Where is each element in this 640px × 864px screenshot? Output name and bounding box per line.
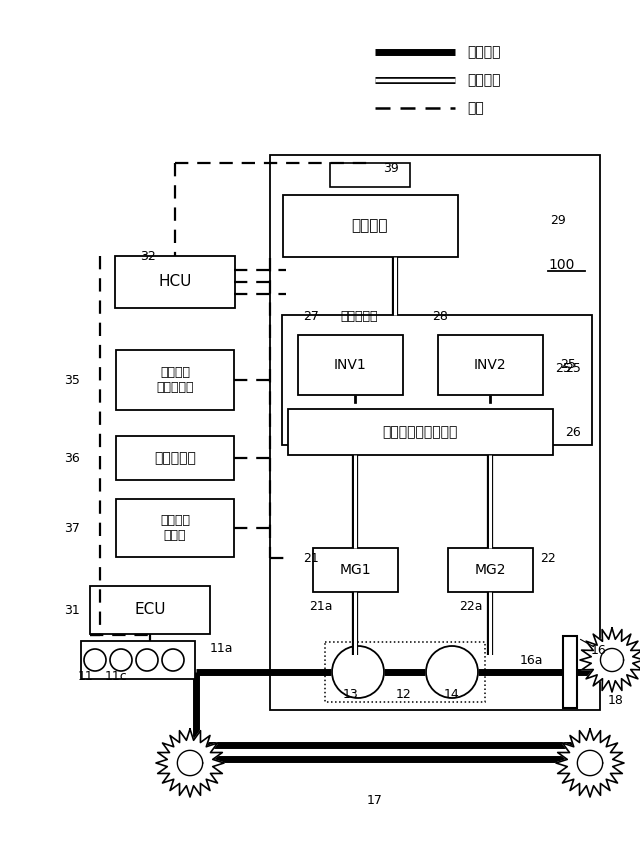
Polygon shape: [156, 729, 224, 797]
Text: 27: 27: [303, 309, 319, 322]
Text: 動力伝達: 動力伝達: [467, 45, 500, 59]
Text: 14: 14: [444, 689, 460, 702]
Bar: [282, 195, 458, 257]
Text: INV1: INV1: [333, 358, 366, 372]
Text: 26: 26: [565, 425, 580, 439]
Text: 11a: 11a: [210, 641, 234, 655]
Text: 回転速度
センサ: 回転速度 センサ: [160, 514, 190, 542]
Text: 18: 18: [608, 694, 624, 707]
Bar: [90, 586, 210, 634]
Text: 32: 32: [140, 251, 156, 264]
Text: 21a: 21a: [309, 600, 333, 613]
Text: INV2: INV2: [474, 358, 506, 372]
Text: 12: 12: [396, 689, 412, 702]
Polygon shape: [556, 729, 624, 797]
Text: 29: 29: [550, 213, 566, 226]
Text: 22a: 22a: [459, 600, 483, 613]
Bar: [270, 155, 600, 709]
Text: 25: 25: [560, 359, 576, 372]
Bar: [115, 256, 235, 308]
Bar: [325, 642, 485, 702]
Bar: [563, 636, 577, 708]
Circle shape: [426, 646, 478, 698]
Text: 11c: 11c: [105, 670, 128, 683]
Text: 通信: 通信: [467, 101, 484, 115]
Text: 16a: 16a: [520, 653, 543, 666]
Bar: [447, 548, 532, 592]
Text: 13: 13: [343, 689, 359, 702]
Text: 車速センサ: 車速センサ: [154, 451, 196, 465]
Bar: [312, 548, 397, 592]
Text: 17: 17: [367, 793, 383, 806]
Text: モータコントローラ: モータコントローラ: [382, 425, 458, 439]
Bar: [81, 641, 195, 679]
Bar: [330, 163, 410, 187]
Bar: [282, 315, 592, 445]
Text: HCU: HCU: [158, 275, 192, 289]
Text: MG1: MG1: [339, 563, 371, 577]
Text: 35: 35: [64, 373, 80, 386]
Bar: [116, 499, 234, 557]
Polygon shape: [580, 628, 640, 692]
Text: 25: 25: [565, 361, 581, 374]
Text: 電力伝達: 電力伝達: [467, 73, 500, 87]
Text: 100: 100: [548, 258, 574, 272]
Text: 36: 36: [64, 452, 80, 465]
Text: 28: 28: [432, 309, 448, 322]
Circle shape: [332, 646, 384, 698]
Text: ECU: ECU: [134, 602, 166, 618]
Text: 22: 22: [540, 551, 556, 564]
Bar: [438, 335, 543, 395]
Text: 16: 16: [591, 644, 607, 657]
Bar: [287, 409, 552, 455]
Bar: [298, 335, 403, 395]
Text: 21: 21: [303, 551, 319, 564]
Bar: [116, 350, 234, 410]
Bar: [116, 436, 234, 480]
Text: MG2: MG2: [474, 563, 506, 577]
Text: 31: 31: [64, 603, 80, 617]
Text: 25: 25: [555, 361, 571, 374]
Text: 39: 39: [383, 162, 399, 175]
Text: 11: 11: [78, 670, 93, 683]
Text: インバータ: インバータ: [340, 309, 378, 322]
Text: 37: 37: [64, 522, 80, 535]
Text: バッテリ: バッテリ: [352, 219, 388, 233]
Text: アクセル
開度センサ: アクセル 開度センサ: [156, 366, 194, 394]
